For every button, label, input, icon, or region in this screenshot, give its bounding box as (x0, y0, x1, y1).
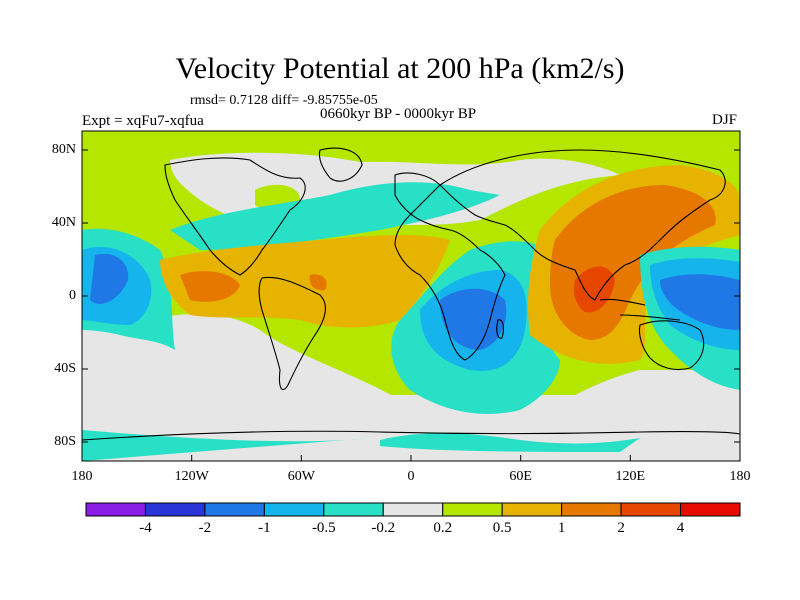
map-title: Velocity Potential at 200 hPa (km2/s) (175, 52, 625, 85)
colorbar-swatch (501, 502, 563, 517)
colorbar-label: -2 (198, 520, 212, 536)
colorbar-swatch (263, 502, 325, 517)
contour-fill-gold-america (160, 235, 450, 328)
colorbar-label: 0.5 (492, 520, 512, 536)
colorbar-label: 1 (557, 520, 566, 536)
contour-fill-blue-africa (440, 288, 507, 350)
contour-fill-cyan-antarctic-east (380, 433, 640, 452)
experiment-label: Expt = xqFu7-xqfua (82, 113, 204, 129)
lon-tick-label: 60W (287, 469, 315, 484)
colorbar-label: 0.2 (433, 520, 453, 536)
lat-tick-marks (82, 149, 740, 443)
contour-fill-cyan-atlantic (170, 182, 500, 250)
stats-line: rmsd= 0.7128 diff= -9.85755e-05 (190, 93, 378, 108)
contour-fill-blue-pacific-west (660, 274, 740, 330)
contour-fill-blue-pacific-east (90, 253, 129, 304)
lon-tick-label: 0 (407, 469, 415, 484)
colorbar-swatch (620, 502, 682, 517)
lon-tick-label: 60E (509, 469, 532, 484)
colorbar-swatch (680, 502, 741, 517)
colorbar-swatch (561, 502, 622, 517)
colorbar-swatch (85, 502, 146, 517)
period-label: 0660kyr BP - 0000kyr BP (320, 106, 477, 122)
colorbar-label: -4 (139, 520, 152, 536)
lat-tick-label: 40N (51, 215, 76, 230)
lat-tick-label: 0 (69, 288, 76, 303)
contour-fill-orange-atlantic (309, 274, 327, 291)
colorbar-label: -1 (258, 520, 271, 536)
lon-tick-label: 120W (174, 469, 209, 484)
colorbar-label: -0.5 (311, 520, 336, 536)
colorbar-swatch (144, 502, 206, 517)
map-panel (82, 131, 740, 461)
colorbar (85, 502, 741, 517)
contour-fill-cyan-antarctic-west (82, 430, 370, 461)
lat-tick-label: 80S (54, 434, 76, 449)
lat-tick-label: 40S (54, 361, 76, 376)
colorbar-label: 2 (617, 520, 625, 536)
season-label: DJF (712, 112, 738, 128)
lon-tick-label: 180 (71, 469, 93, 484)
colorbar-swatch (204, 502, 265, 517)
coastlines (82, 147, 740, 441)
lon-tick-label: 120E (615, 469, 646, 484)
colorbar-swatch (442, 502, 503, 517)
lon-tick-marks (81, 455, 741, 461)
colorbar-swatch (323, 502, 384, 517)
lat-tick-label: 80N (51, 142, 76, 157)
colorbar-swatch (382, 502, 444, 517)
contour-fill-red-asia (573, 266, 615, 313)
colorbar-label: 4 (676, 520, 685, 536)
colorbar-label: -0.2 (371, 520, 396, 536)
contour-fill-orange-america (180, 271, 240, 302)
lon-tick-label: 180 (729, 469, 751, 484)
